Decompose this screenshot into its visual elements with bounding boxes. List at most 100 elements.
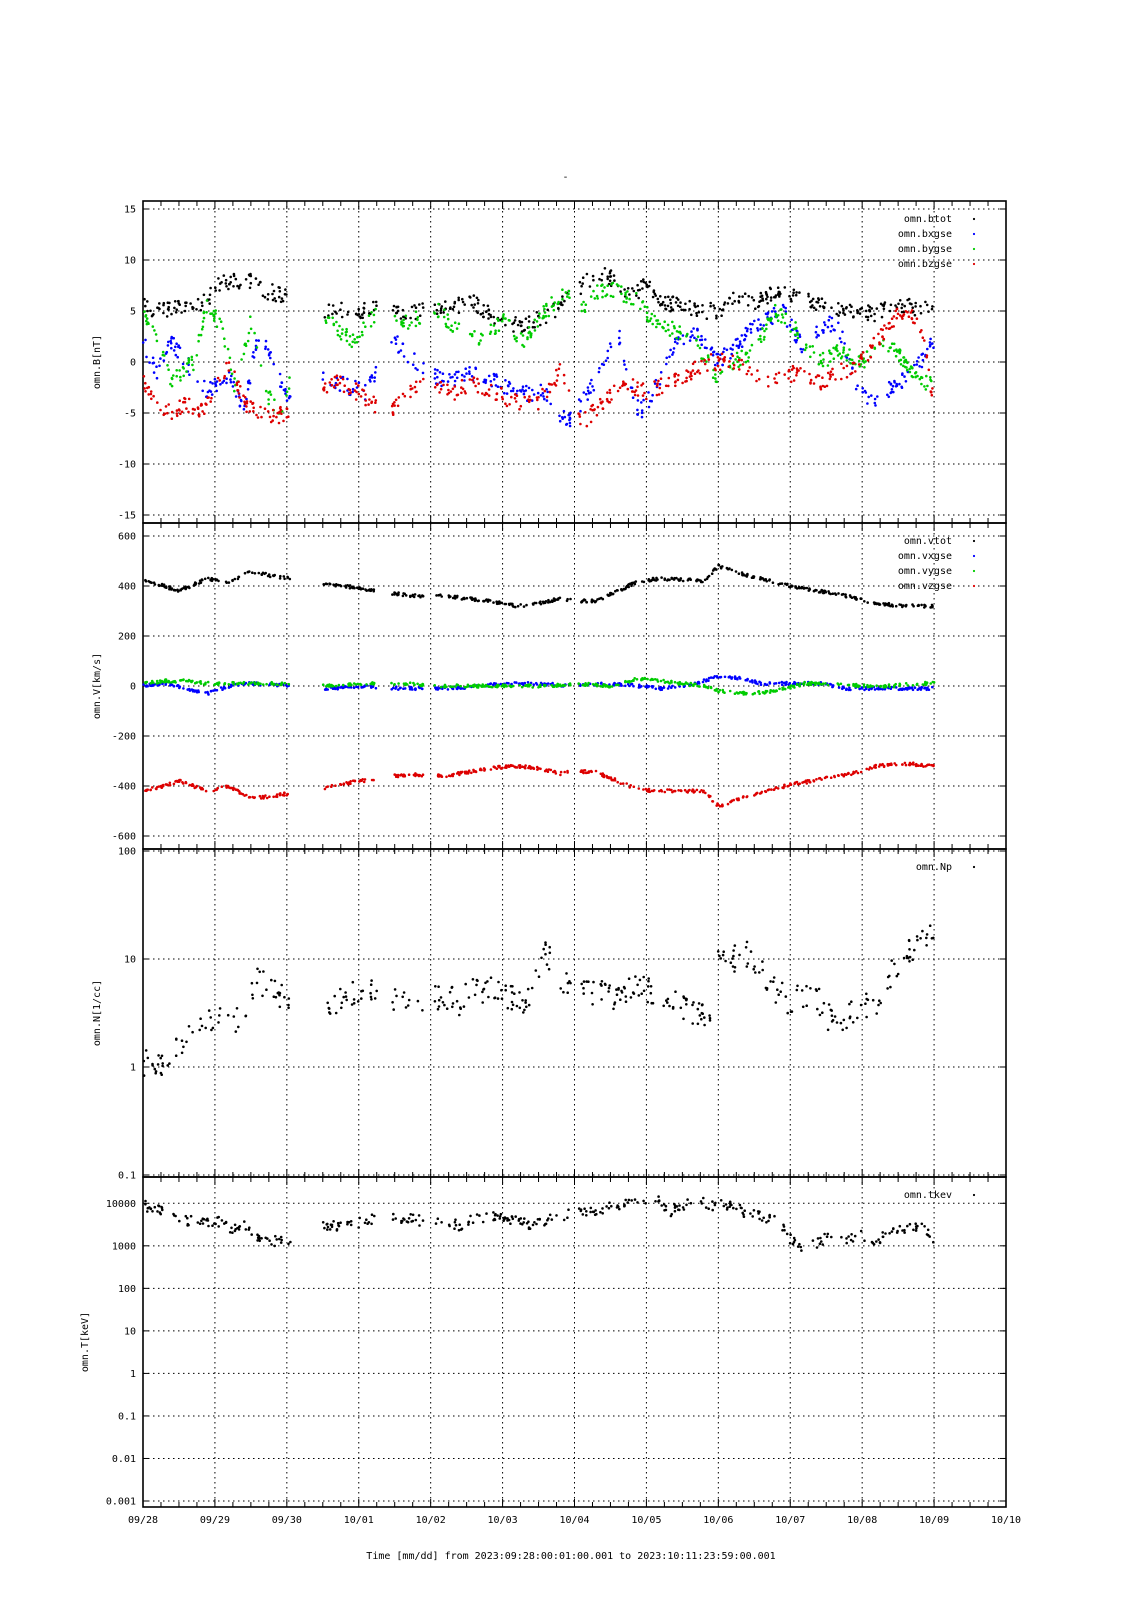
data-point <box>336 383 339 387</box>
data-point <box>902 604 905 607</box>
data-point <box>337 683 341 687</box>
data-point <box>479 312 483 316</box>
data-point <box>234 277 238 281</box>
data-point <box>264 345 268 349</box>
data-point <box>368 378 372 382</box>
data-point <box>461 300 465 304</box>
data-point <box>668 788 671 791</box>
data-point <box>702 678 706 681</box>
data-point <box>145 317 149 320</box>
data-point <box>393 683 396 686</box>
data-point <box>261 683 265 686</box>
data-point <box>890 959 893 962</box>
data-point <box>217 579 220 583</box>
data-point <box>192 368 195 372</box>
data-point <box>552 599 556 603</box>
data-point <box>603 286 606 289</box>
data-point <box>356 1000 360 1003</box>
data-point <box>160 1054 164 1058</box>
data-point <box>822 358 825 361</box>
data-point <box>331 312 334 316</box>
data-point <box>361 313 364 316</box>
data-point <box>469 684 472 688</box>
data-point <box>439 996 443 999</box>
data-point <box>606 356 609 360</box>
data-point <box>646 677 649 681</box>
data-point <box>471 378 474 382</box>
data-point <box>175 412 179 415</box>
data-point <box>768 682 772 685</box>
data-point <box>543 311 547 314</box>
data-point <box>924 686 927 690</box>
data-point <box>758 578 762 581</box>
data-point <box>443 1003 446 1007</box>
data-point <box>205 311 208 314</box>
data-point <box>904 380 908 383</box>
data-point <box>500 988 503 992</box>
data-point <box>234 395 238 398</box>
data-point <box>501 397 505 401</box>
data-point <box>840 340 843 344</box>
data-point <box>645 316 649 319</box>
data-point <box>339 338 343 341</box>
data-point <box>533 326 536 329</box>
data-point <box>743 574 747 577</box>
data-point <box>789 330 792 333</box>
data-point <box>330 785 333 788</box>
data-point <box>232 681 235 684</box>
data-point <box>486 980 489 983</box>
data-point <box>744 678 747 682</box>
data-point <box>569 683 572 687</box>
data-point <box>542 947 545 951</box>
data-point <box>791 684 795 688</box>
data-point <box>608 342 612 345</box>
data-point <box>345 998 349 1002</box>
data-point <box>143 297 146 301</box>
data-point <box>279 385 282 388</box>
data-point <box>913 313 917 317</box>
data-point <box>672 578 676 581</box>
data-point <box>207 1009 211 1012</box>
data-point <box>539 394 543 397</box>
data-point <box>886 393 889 397</box>
data-point <box>728 675 732 678</box>
data-point <box>197 582 201 585</box>
data-point <box>344 995 348 998</box>
data-point <box>688 307 691 311</box>
data-point <box>184 780 188 784</box>
data-point <box>323 382 327 385</box>
data-point <box>688 339 692 342</box>
data-point <box>915 935 919 938</box>
data-point <box>170 410 174 414</box>
data-point <box>433 372 437 375</box>
data-point <box>160 584 163 587</box>
data-point <box>904 763 908 767</box>
data-point <box>728 360 731 363</box>
data-point <box>370 998 373 1001</box>
data-point <box>187 361 191 364</box>
data-point <box>513 681 516 684</box>
data-point <box>904 682 908 685</box>
data-point <box>875 684 878 687</box>
data-point <box>869 355 873 359</box>
data-point <box>770 317 773 320</box>
data-point <box>638 288 641 292</box>
data-point <box>848 686 851 690</box>
data-point <box>847 772 850 775</box>
data-point <box>252 410 255 413</box>
data-point <box>624 679 627 683</box>
data-point <box>197 415 201 418</box>
data-point <box>701 680 705 684</box>
data-point <box>610 685 614 688</box>
data-point <box>416 318 419 322</box>
data-point <box>372 300 375 304</box>
data-point <box>550 684 553 687</box>
legend-marker <box>972 584 976 588</box>
data-point <box>416 999 420 1003</box>
data-point <box>586 386 590 389</box>
data-point <box>808 681 811 684</box>
data-point <box>196 297 200 301</box>
data-point <box>852 315 855 318</box>
data-point <box>473 330 476 333</box>
data-point <box>179 412 182 416</box>
